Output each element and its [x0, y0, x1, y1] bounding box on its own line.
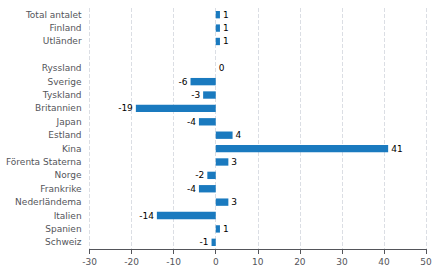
svg-text:Norge: Norge [55, 170, 82, 180]
svg-text:Nederländema: Nederländema [15, 197, 81, 207]
svg-text:Italien: Italien [54, 211, 82, 221]
svg-text:-6: -6 [179, 77, 188, 87]
svg-text:Total antalet: Total antalet [25, 10, 82, 20]
svg-text:1: 1 [223, 10, 229, 20]
svg-text:Ryssland: Ryssland [42, 63, 82, 73]
svg-text:Finland: Finland [49, 23, 81, 33]
svg-text:-4: -4 [187, 117, 196, 127]
svg-text:-10: -10 [166, 257, 181, 267]
svg-text:-3: -3 [191, 90, 200, 100]
svg-text:Sverige: Sverige [48, 77, 82, 87]
svg-text:1: 1 [223, 36, 229, 46]
svg-text:30: 30 [336, 257, 348, 267]
svg-text:Japan: Japan [55, 117, 81, 127]
svg-text:50: 50 [420, 257, 432, 267]
svg-text:-14: -14 [139, 211, 154, 221]
svg-text:Förenta Staterna: Förenta Staterna [6, 157, 82, 167]
svg-text:Schweiz: Schweiz [45, 237, 82, 247]
svg-text:20: 20 [294, 257, 306, 267]
svg-text:1: 1 [223, 224, 229, 234]
svg-text:-19: -19 [118, 103, 133, 113]
svg-text:-1: -1 [200, 237, 209, 247]
svg-text:40: 40 [378, 257, 390, 267]
svg-text:41: 41 [391, 144, 402, 154]
svg-text:-4: -4 [187, 184, 196, 194]
svg-text:4: 4 [236, 130, 242, 140]
svg-text:0: 0 [219, 63, 225, 73]
svg-text:Kina: Kina [62, 144, 82, 154]
svg-text:Frankrike: Frankrike [40, 184, 82, 194]
svg-text:-30: -30 [82, 257, 97, 267]
svg-text:Spanien: Spanien [45, 224, 81, 234]
svg-text:-2: -2 [195, 170, 204, 180]
svg-text:10: 10 [252, 257, 264, 267]
svg-text:0: 0 [213, 257, 219, 267]
svg-text:Estland: Estland [48, 130, 81, 140]
svg-text:1: 1 [223, 23, 229, 33]
svg-text:3: 3 [231, 197, 237, 207]
svg-text:3: 3 [231, 157, 237, 167]
svg-text:Britannien: Britannien [35, 103, 82, 113]
svg-text:Tyskland: Tyskland [42, 90, 82, 100]
svg-text:Utländer: Utländer [43, 36, 82, 46]
svg-text:-20: -20 [124, 257, 139, 267]
